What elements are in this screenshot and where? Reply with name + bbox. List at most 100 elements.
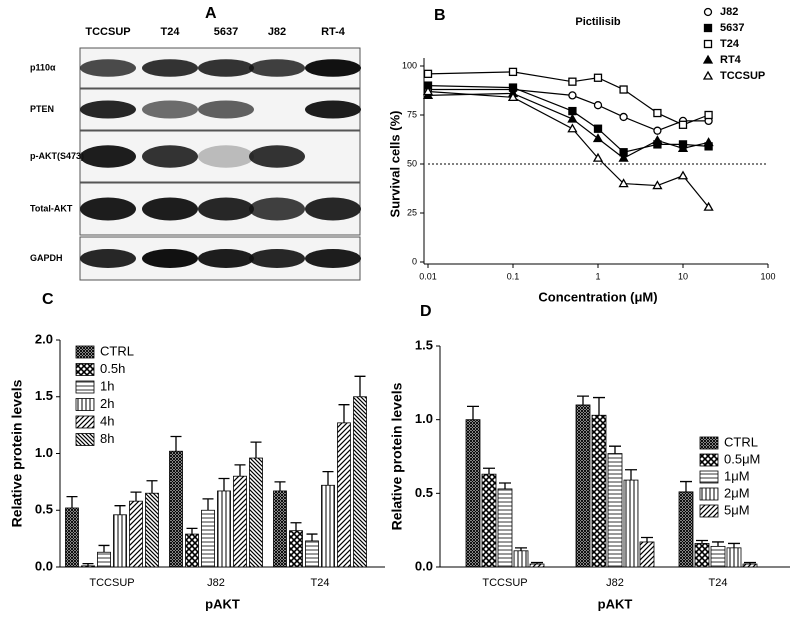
error-bar (66, 495, 78, 508)
data-point (618, 178, 629, 188)
error-bar (515, 547, 527, 551)
y-tick-label: 25 (407, 207, 417, 217)
bar (145, 492, 159, 568)
bar (529, 563, 545, 568)
legend-label: 5637 (720, 22, 744, 34)
panels: A TCCSUP T24 5637 J82 RT-4 p110α PTEN p-AKT(S473… (9, 5, 790, 611)
legend-label: 2h (100, 396, 114, 411)
error-bar (250, 441, 262, 459)
y-tick-label: 0.0 (415, 558, 433, 573)
bar (233, 475, 247, 568)
y-tick-label: 100 (402, 60, 417, 70)
y-axis-label: Survival cells (%) (387, 111, 402, 218)
legend-swatch (699, 487, 719, 501)
y-axis-label: Relative protein levels (9, 379, 25, 527)
bar (513, 550, 529, 568)
blot-band (249, 249, 305, 268)
data-point (507, 92, 519, 102)
blot-band (80, 249, 136, 268)
panel-label: B (434, 7, 446, 24)
blot-band (80, 145, 136, 168)
error-bar (531, 561, 543, 565)
error-bar (483, 467, 495, 475)
bar (623, 479, 639, 568)
error-bar (322, 471, 334, 486)
data-point (567, 113, 578, 123)
fit-curve (427, 71, 709, 126)
error-bar (728, 542, 740, 548)
data-point (422, 86, 434, 96)
bar (481, 473, 497, 568)
data-point (592, 133, 604, 143)
legend-label: 1μM (724, 468, 750, 483)
legend-label: TCCSUP (720, 70, 765, 82)
fit-curve (427, 90, 710, 208)
blot-band (80, 100, 136, 119)
legend-swatch (75, 398, 95, 411)
bar (639, 541, 655, 568)
bar (591, 414, 607, 568)
data-point (593, 101, 603, 110)
bar (289, 530, 303, 568)
data-point (652, 180, 663, 190)
legend-label: 0.5μM (724, 451, 760, 466)
y-tick-label: 1.0 (35, 445, 53, 460)
data-point (567, 123, 578, 133)
legend-marker (703, 39, 713, 49)
blot-band (198, 197, 254, 221)
bar (694, 543, 710, 568)
y-axis-label: Relative protein levels (389, 382, 405, 530)
x-tick-label: T24 (709, 577, 728, 589)
blot-band (305, 197, 361, 221)
legend-label: 4h (100, 413, 114, 428)
data-point (568, 77, 577, 86)
blot-band (249, 59, 305, 77)
data-point (677, 170, 689, 180)
bar (249, 457, 263, 568)
lane-label: TCCSUP (85, 26, 130, 38)
legend-swatch (699, 470, 719, 484)
x-axis-label: pAKT (205, 596, 240, 611)
legend-marker (703, 23, 713, 33)
row-label: p-AKT(S473) (30, 151, 84, 161)
row-label: GAPDH (30, 253, 63, 263)
data-point (508, 67, 518, 77)
x-axis-label: pAKT (598, 596, 633, 611)
error-bar (354, 375, 366, 397)
data-point (652, 135, 663, 145)
data-point (423, 69, 433, 78)
legend-swatch (75, 380, 95, 394)
data-point (618, 152, 629, 162)
bar (185, 533, 199, 568)
chart-title: Pictilisib (575, 16, 621, 28)
data-point (593, 73, 603, 82)
error-bar (609, 445, 621, 454)
data-point (653, 126, 662, 135)
data-point (678, 120, 688, 129)
error-bar (593, 396, 605, 416)
data-point (703, 137, 714, 147)
fit-curve (427, 92, 709, 159)
data-point (619, 85, 628, 94)
lane-label: 5637 (214, 26, 238, 38)
blot-band (142, 59, 198, 77)
error-bar (712, 541, 724, 547)
error-bar (114, 505, 126, 515)
panel-label: C (42, 291, 54, 308)
bar (201, 509, 215, 568)
bar (337, 422, 351, 568)
legend-label: 2μM (724, 485, 750, 500)
bar (353, 396, 367, 568)
legend-marker (703, 7, 713, 17)
row-label: PTEN (30, 104, 54, 114)
blot-band (142, 100, 198, 119)
blot-band (305, 100, 361, 119)
blot-band (142, 197, 198, 221)
y-tick-label: 0.0 (35, 558, 53, 573)
blot-band (249, 197, 305, 221)
error-bar (130, 491, 142, 502)
x-tick-label: J82 (207, 577, 225, 589)
legend-marker (702, 70, 714, 80)
data-point (619, 112, 628, 122)
panel-label: D (420, 303, 432, 320)
